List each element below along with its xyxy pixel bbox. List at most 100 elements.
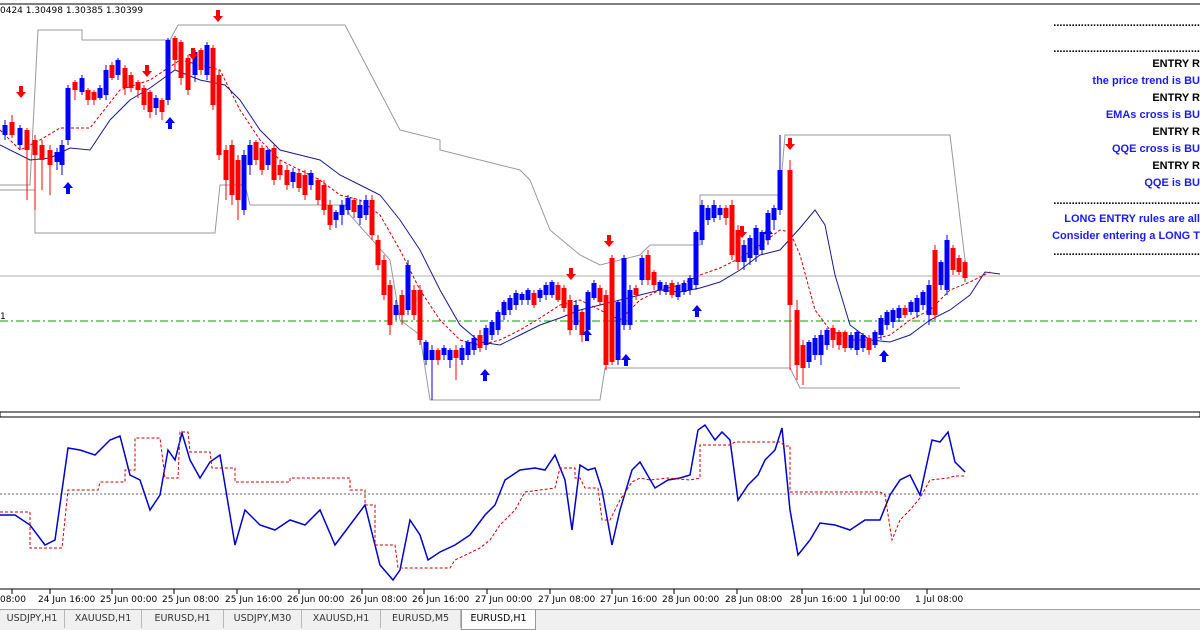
candle-body <box>920 292 926 305</box>
chart-tab[interactable]: EURUSD,H1 <box>142 610 224 628</box>
candle-body <box>159 100 165 112</box>
chart-tab[interactable]: USDJPY,M30 <box>224 610 302 628</box>
candle-body <box>693 232 699 285</box>
candle-body <box>872 332 878 345</box>
time-axis-label: 25 Jun 08:00 <box>162 595 219 605</box>
candle-body <box>405 265 411 310</box>
time-axis-label: 24 Jun 16:00 <box>38 595 95 605</box>
candle-body <box>501 302 507 315</box>
rules-separator: ........................................… <box>1053 246 1200 258</box>
rule-text: EMAs cross is BU <box>1105 109 1200 121</box>
chart-tab[interactable]: EURUSD,H1 <box>461 610 536 630</box>
candle-body <box>447 350 453 360</box>
time-axis-label: 25 Jun 00:00 <box>100 595 157 605</box>
candle-body <box>441 348 447 355</box>
candle-body <box>657 282 663 290</box>
candle-body <box>79 78 85 92</box>
qqe-signal-line <box>0 431 965 569</box>
candle-body <box>705 208 711 220</box>
rule-heading: ENTRY R <box>1152 160 1200 172</box>
candle-body <box>513 293 519 305</box>
candle-body <box>165 40 171 100</box>
time-axis-label: 25 Jun 16:00 <box>225 595 282 605</box>
candle-body <box>681 283 687 292</box>
candle-body <box>229 145 235 195</box>
candle-body <box>753 228 759 255</box>
candle-body <box>369 200 375 235</box>
candle-body <box>321 185 327 210</box>
candle-body <box>537 290 543 298</box>
candle-body <box>17 128 23 145</box>
ohlc-readout: 0424 1.30498 1.30385 1.30399 <box>0 6 144 16</box>
chart-tab[interactable]: XAUUSD,H1 <box>302 610 381 628</box>
buy-arrow-icon <box>63 182 73 194</box>
entry-rules-panel: ........................................… <box>1010 16 1200 259</box>
chart-tab[interactable]: EURUSD,M5 <box>381 610 461 628</box>
candle-body <box>128 75 134 88</box>
time-axis-label: 28 Jun 16:00 <box>790 595 847 605</box>
price-label-left: 1 <box>0 312 6 322</box>
candle-body <box>896 308 902 318</box>
candle-body <box>735 230 741 262</box>
candle-body <box>483 328 489 345</box>
time-axis-label: 1 Jul 08:00 <box>915 595 964 605</box>
candle-body <box>435 350 441 360</box>
candle-body <box>465 342 471 355</box>
sell-arrow-icon <box>785 138 795 150</box>
pane-separator <box>0 411 1200 418</box>
chart-tab[interactable]: USDJPY,H1 <box>0 610 65 628</box>
candle-body <box>651 272 657 285</box>
buy-arrow-icon <box>621 354 631 366</box>
buy-arrow-icon <box>879 350 889 362</box>
rule-heading: ENTRY R <box>1152 58 1200 70</box>
candle-body <box>962 262 968 278</box>
candle-body <box>687 278 693 290</box>
candle-body <box>265 150 271 165</box>
sell-arrow-icon <box>213 10 223 22</box>
candle-body <box>91 92 97 100</box>
channel-lower <box>0 184 960 401</box>
candle-body <box>759 232 765 250</box>
candle-body <box>525 290 531 300</box>
candle-body <box>393 305 399 315</box>
price-chart[interactable]: 1 08:00 24 Jun 16:00 25 Jun 00:00 25 Jun 08:… <box>0 0 1200 610</box>
candle-body <box>423 342 429 360</box>
candle-body <box>333 212 339 220</box>
candle-body <box>39 145 45 160</box>
buy-arrow-icon <box>763 228 773 240</box>
candle-body <box>549 282 555 295</box>
candle-body <box>241 155 247 210</box>
candle-body <box>567 300 573 330</box>
candle-body <box>453 350 459 358</box>
candle-body <box>429 350 435 360</box>
candle-body <box>24 130 30 150</box>
candle-body <box>141 88 147 105</box>
candle-body <box>339 205 345 215</box>
candle-body <box>806 342 812 362</box>
candle-body <box>2 125 8 135</box>
rule-text: Consider entering a LONG T <box>1052 230 1200 242</box>
rule-heading: ENTRY R <box>1152 126 1200 138</box>
candle-body <box>103 70 109 95</box>
candle-body <box>621 258 627 325</box>
sell-arrow-icon <box>604 235 614 247</box>
candle-body <box>777 170 783 210</box>
buy-arrow-icon <box>582 329 592 341</box>
rule-text: LONG ENTRY rules are all <box>1064 213 1200 225</box>
candle-body <box>115 60 121 75</box>
candle-body <box>890 310 896 322</box>
candle-body <box>216 75 222 155</box>
candle-body <box>800 345 806 368</box>
candle-body <box>327 205 333 225</box>
candle-body <box>85 90 91 100</box>
candle-body <box>729 205 735 255</box>
candle-body <box>663 285 669 292</box>
candle-body <box>579 312 585 335</box>
candle-body <box>669 283 675 295</box>
sell-arrow-icon <box>16 86 26 98</box>
candle-body <box>277 165 283 175</box>
chart-tab[interactable]: XAUUSD,H1 <box>65 610 142 628</box>
candle-body <box>765 213 771 240</box>
candle-body <box>848 335 854 348</box>
chart-area[interactable]: 1 08:00 24 Jun 16:00 25 Jun 00:00 25 Jun 08:… <box>0 0 1200 610</box>
